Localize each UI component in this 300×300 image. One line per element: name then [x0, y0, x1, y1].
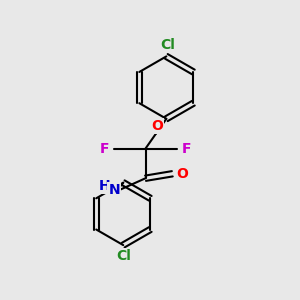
Text: O: O	[176, 167, 188, 181]
Text: F: F	[100, 142, 110, 155]
Text: Cl: Cl	[160, 38, 175, 52]
Text: Cl: Cl	[116, 249, 131, 263]
Text: F: F	[182, 142, 191, 155]
Text: H: H	[99, 179, 110, 193]
Text: N: N	[109, 183, 120, 197]
Text: O: O	[151, 119, 163, 133]
